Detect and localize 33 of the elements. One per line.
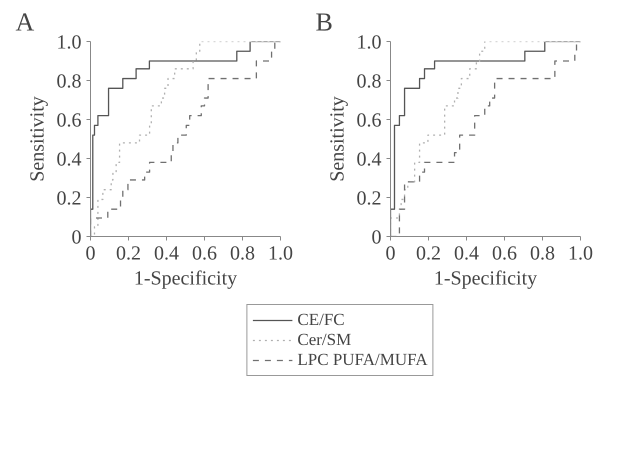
y-tick-label: 0 bbox=[372, 226, 382, 248]
y-axis-title: Sensitivity bbox=[26, 96, 48, 182]
y-tick-label: 0.6 bbox=[56, 110, 82, 132]
y-tick-label: 1.0 bbox=[356, 32, 382, 54]
x-tick-label: 0.2 bbox=[416, 242, 441, 264]
x-tick-label: 0 bbox=[86, 242, 96, 264]
x-tick-label: 0.4 bbox=[454, 242, 479, 264]
x-tick-label: 1.0 bbox=[268, 242, 293, 264]
x-axis-title: 1-Specificity bbox=[134, 268, 238, 290]
y-tick-label: 0.4 bbox=[356, 148, 382, 170]
x-tick-label: 0.6 bbox=[192, 242, 217, 264]
y-tick-label: 0 bbox=[72, 226, 82, 248]
x-tick-label: 0 bbox=[386, 242, 396, 264]
legend-label: Cer/SM bbox=[297, 330, 352, 350]
chart-title: A bbox=[16, 8, 34, 36]
y-tick-label: 0.2 bbox=[356, 188, 382, 210]
y-tick-label: 0.6 bbox=[356, 110, 382, 132]
x-tick-label: 0.4 bbox=[154, 242, 179, 264]
x-tick-label: 0.8 bbox=[530, 242, 555, 264]
legend-label: LPC PUFA/MUFA bbox=[297, 350, 428, 370]
x-tick-label: 0.6 bbox=[492, 242, 517, 264]
x-tick-label: 0.2 bbox=[116, 242, 141, 264]
y-tick-label: 1.0 bbox=[56, 32, 82, 54]
y-tick-label: 0.8 bbox=[356, 70, 382, 92]
y-axis-title: Sensitivity bbox=[326, 96, 348, 182]
chart-title: B bbox=[316, 8, 333, 36]
legend-label: CE/FC bbox=[297, 310, 345, 330]
y-tick-label: 0.8 bbox=[56, 70, 82, 92]
y-tick-label: 0.2 bbox=[56, 188, 82, 210]
x-axis-title: 1-Specificity bbox=[434, 268, 538, 290]
y-tick-label: 0.4 bbox=[56, 148, 82, 170]
x-tick-label: 0.8 bbox=[230, 242, 255, 264]
x-tick-label: 1.0 bbox=[568, 242, 593, 264]
